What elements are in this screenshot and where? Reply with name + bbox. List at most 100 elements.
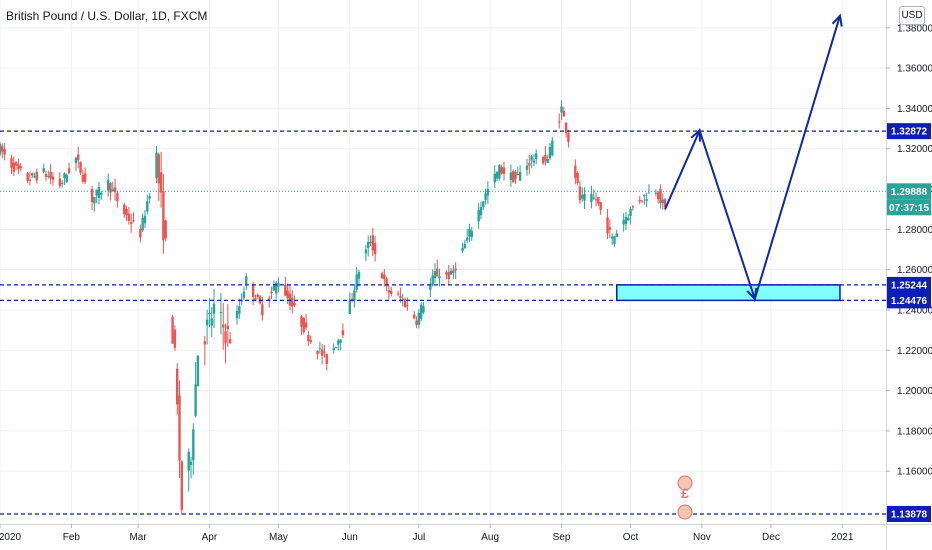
candle-body <box>302 317 305 333</box>
candle-body <box>90 189 94 203</box>
candle-body <box>530 156 533 161</box>
candle-body <box>560 106 563 113</box>
candle-body <box>332 348 335 351</box>
x-tick-label: Jun <box>342 532 358 543</box>
candle-body <box>293 303 296 306</box>
x-tick-label: Apr <box>202 532 218 543</box>
candle-body <box>631 206 635 208</box>
candle-body <box>210 318 213 326</box>
candle-body <box>245 276 248 284</box>
candle-body <box>403 299 407 308</box>
y-tick-label: 1.32000 <box>897 144 932 155</box>
bar-countdown-label-bg <box>887 199 931 216</box>
time-axis[interactable]: 2020 Feb Mar Apr May Jun Jul Aug Sep Oct Nov Dec 202… <box>0 524 854 543</box>
candle-body <box>97 187 101 198</box>
candle-body <box>256 294 259 297</box>
candle-body <box>93 196 96 204</box>
candle-body <box>139 228 142 238</box>
candle-body <box>1 146 4 152</box>
candle-body <box>640 200 644 202</box>
candle-body <box>385 278 388 287</box>
plot-area[interactable] <box>0 0 886 524</box>
chart-title: British Pound / U.S. Dollar, 1D, FXCM <box>6 9 208 23</box>
candle-body <box>180 461 184 510</box>
candle-body <box>339 339 342 343</box>
candle-body <box>49 171 52 179</box>
candle-body <box>597 196 600 204</box>
candle-body <box>436 268 439 277</box>
x-tick-label: May <box>269 532 288 543</box>
y-tick-label: 1.20000 <box>897 386 932 397</box>
candle-body <box>647 192 651 194</box>
candle-body <box>387 290 391 293</box>
candle-body <box>353 290 356 301</box>
candle-body <box>194 384 197 416</box>
candle-body <box>493 173 496 183</box>
candle-body <box>447 272 450 279</box>
candle-body <box>277 282 280 287</box>
level-price-label: 1.25244 <box>891 280 928 291</box>
candle-body <box>511 171 515 183</box>
level-price-label: 1.24476 <box>891 296 928 307</box>
forecast-path-group <box>664 13 843 303</box>
candle-body <box>171 316 174 344</box>
candle-body <box>65 174 68 183</box>
level-price-label-bg <box>887 292 931 309</box>
candle-body <box>606 217 609 234</box>
candle-body <box>141 217 144 231</box>
candle-body <box>274 282 278 294</box>
candle-body <box>35 171 39 181</box>
candle-body <box>546 159 549 163</box>
candle-body <box>148 196 151 199</box>
price-axis[interactable]: 1.380001.360001.340001.320001.300001.280… <box>886 23 932 478</box>
candle-body <box>26 173 29 181</box>
candle-body <box>608 227 612 230</box>
candle-body <box>0 144 2 155</box>
bar-countdown-label: 07:37:15 <box>889 203 929 214</box>
x-tick-label: Jul <box>412 532 425 543</box>
candle-body <box>173 329 177 348</box>
currency-button[interactable]: USD <box>899 6 925 25</box>
candle-body <box>610 236 614 239</box>
candle-body <box>599 201 602 210</box>
candle-body <box>548 146 552 159</box>
x-tick-label: Oct <box>623 532 639 543</box>
candle-body <box>627 217 630 221</box>
candle-body <box>111 189 114 192</box>
candle-body <box>574 165 577 178</box>
candle-body <box>438 276 441 279</box>
candle-body <box>645 199 648 201</box>
y-tick-label: 1.26000 <box>897 265 932 276</box>
candle-body <box>132 220 135 222</box>
candle-body <box>159 172 163 193</box>
candle-body <box>10 158 13 168</box>
candle-body <box>578 186 582 201</box>
x-tick-label: 2021 <box>831 532 854 543</box>
candle-body <box>541 157 545 164</box>
arrowhead <box>690 128 701 142</box>
candle-body <box>318 348 322 350</box>
candle-body <box>364 249 368 254</box>
candle-body <box>187 451 190 471</box>
level-price-label: 1.32872 <box>891 127 928 138</box>
candle-body <box>341 330 345 336</box>
arrowhead <box>746 287 758 302</box>
candle-body <box>396 293 400 295</box>
candle-body <box>304 322 308 328</box>
forecast-path <box>664 15 841 303</box>
candle-body <box>106 180 110 191</box>
candle-body <box>594 199 598 201</box>
level-price-label: 1.13878 <box>891 509 928 520</box>
candle-body <box>79 161 82 173</box>
candle-body <box>235 310 239 319</box>
x-tick-label: Nov <box>693 532 711 543</box>
candle-body <box>422 305 425 313</box>
x-tick-label: Sep <box>553 532 571 543</box>
candle-body <box>95 189 98 196</box>
candle-body <box>127 213 131 221</box>
candle-body <box>383 274 386 280</box>
candle-body <box>205 319 209 326</box>
candle-body <box>224 331 227 344</box>
candle-body <box>535 153 538 160</box>
